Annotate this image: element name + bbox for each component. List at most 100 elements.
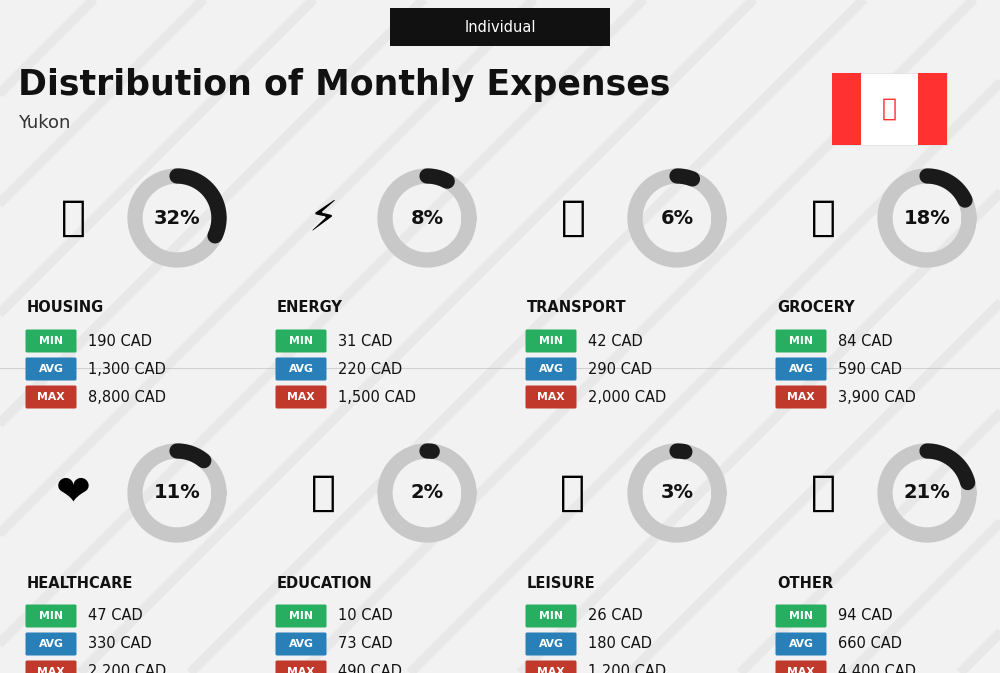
Text: MIN: MIN	[789, 336, 813, 346]
FancyBboxPatch shape	[526, 330, 576, 353]
FancyBboxPatch shape	[776, 386, 826, 409]
Text: EDUCATION: EDUCATION	[277, 575, 373, 590]
Text: MAX: MAX	[537, 667, 565, 673]
FancyBboxPatch shape	[832, 73, 947, 145]
Text: AVG: AVG	[539, 639, 563, 649]
FancyBboxPatch shape	[26, 330, 76, 353]
Text: TRANSPORT: TRANSPORT	[527, 301, 627, 316]
Text: AVG: AVG	[789, 364, 813, 374]
FancyBboxPatch shape	[526, 604, 576, 627]
Text: MAX: MAX	[787, 392, 815, 402]
Text: 🍁: 🍁	[882, 97, 897, 121]
FancyBboxPatch shape	[26, 386, 76, 409]
Text: 🎓: 🎓	[310, 472, 336, 514]
Text: MIN: MIN	[289, 336, 313, 346]
Text: 31 CAD: 31 CAD	[338, 334, 392, 349]
Text: AVG: AVG	[39, 639, 63, 649]
Text: LEISURE: LEISURE	[527, 575, 596, 590]
Text: 1,200 CAD: 1,200 CAD	[588, 664, 666, 673]
Text: 🛒: 🛒	[810, 197, 836, 239]
FancyBboxPatch shape	[918, 73, 947, 145]
Text: 🏢: 🏢	[60, 197, 86, 239]
Text: 180 CAD: 180 CAD	[588, 637, 652, 651]
Text: 11%: 11%	[154, 483, 200, 503]
Text: 3%: 3%	[660, 483, 694, 503]
Text: 4,400 CAD: 4,400 CAD	[838, 664, 916, 673]
Text: 2,200 CAD: 2,200 CAD	[88, 664, 166, 673]
FancyBboxPatch shape	[526, 386, 576, 409]
Text: HEALTHCARE: HEALTHCARE	[27, 575, 133, 590]
FancyBboxPatch shape	[526, 633, 576, 656]
FancyBboxPatch shape	[276, 660, 326, 673]
FancyBboxPatch shape	[526, 357, 576, 380]
Text: MAX: MAX	[787, 667, 815, 673]
Text: MAX: MAX	[287, 667, 315, 673]
Text: MAX: MAX	[37, 667, 65, 673]
Text: MAX: MAX	[37, 392, 65, 402]
Text: AVG: AVG	[789, 639, 813, 649]
Text: 8%: 8%	[410, 209, 444, 227]
Text: 18%: 18%	[904, 209, 950, 227]
Text: 42 CAD: 42 CAD	[588, 334, 643, 349]
Text: 47 CAD: 47 CAD	[88, 608, 143, 623]
Text: 🚌: 🚌	[560, 197, 586, 239]
Text: MAX: MAX	[537, 392, 565, 402]
Text: 190 CAD: 190 CAD	[88, 334, 152, 349]
FancyBboxPatch shape	[776, 604, 826, 627]
Text: AVG: AVG	[539, 364, 563, 374]
Text: MIN: MIN	[39, 611, 63, 621]
Text: 73 CAD: 73 CAD	[338, 637, 393, 651]
Text: GROCERY: GROCERY	[777, 301, 855, 316]
Text: 330 CAD: 330 CAD	[88, 637, 152, 651]
FancyBboxPatch shape	[776, 357, 826, 380]
Text: 10 CAD: 10 CAD	[338, 608, 393, 623]
Text: 290 CAD: 290 CAD	[588, 361, 652, 376]
FancyBboxPatch shape	[390, 8, 610, 46]
Text: 220 CAD: 220 CAD	[338, 361, 402, 376]
Text: ⚡: ⚡	[308, 197, 338, 239]
Text: AVG: AVG	[39, 364, 63, 374]
Text: 660 CAD: 660 CAD	[838, 637, 902, 651]
Text: 32%: 32%	[154, 209, 200, 227]
Text: MIN: MIN	[539, 611, 563, 621]
FancyBboxPatch shape	[26, 633, 76, 656]
Text: AVG: AVG	[289, 364, 313, 374]
FancyBboxPatch shape	[276, 633, 326, 656]
Text: 26 CAD: 26 CAD	[588, 608, 643, 623]
FancyBboxPatch shape	[276, 357, 326, 380]
Text: AVG: AVG	[289, 639, 313, 649]
Text: MIN: MIN	[289, 611, 313, 621]
Text: 1,300 CAD: 1,300 CAD	[88, 361, 166, 376]
FancyBboxPatch shape	[776, 633, 826, 656]
FancyBboxPatch shape	[276, 604, 326, 627]
Text: 590 CAD: 590 CAD	[838, 361, 902, 376]
Text: 3,900 CAD: 3,900 CAD	[838, 390, 916, 404]
FancyBboxPatch shape	[26, 604, 76, 627]
Text: 94 CAD: 94 CAD	[838, 608, 893, 623]
Text: ❤️: ❤️	[56, 472, 90, 514]
Text: Yukon: Yukon	[18, 114, 70, 132]
Text: Individual: Individual	[464, 20, 536, 34]
Text: OTHER: OTHER	[777, 575, 833, 590]
Text: 2%: 2%	[410, 483, 444, 503]
Text: 2,000 CAD: 2,000 CAD	[588, 390, 666, 404]
Text: 🛍️: 🛍️	[560, 472, 586, 514]
Text: 6%: 6%	[660, 209, 694, 227]
Text: MIN: MIN	[39, 336, 63, 346]
Text: 1,500 CAD: 1,500 CAD	[338, 390, 416, 404]
FancyBboxPatch shape	[276, 330, 326, 353]
Text: 👜: 👜	[810, 472, 836, 514]
Text: 21%: 21%	[904, 483, 950, 503]
FancyBboxPatch shape	[276, 386, 326, 409]
Text: MAX: MAX	[287, 392, 315, 402]
FancyBboxPatch shape	[526, 660, 576, 673]
Text: MIN: MIN	[539, 336, 563, 346]
FancyBboxPatch shape	[776, 660, 826, 673]
Text: 84 CAD: 84 CAD	[838, 334, 893, 349]
FancyBboxPatch shape	[776, 330, 826, 353]
Text: HOUSING: HOUSING	[27, 301, 104, 316]
Text: ENERGY: ENERGY	[277, 301, 343, 316]
Text: MIN: MIN	[789, 611, 813, 621]
Text: 490 CAD: 490 CAD	[338, 664, 402, 673]
FancyBboxPatch shape	[832, 73, 861, 145]
